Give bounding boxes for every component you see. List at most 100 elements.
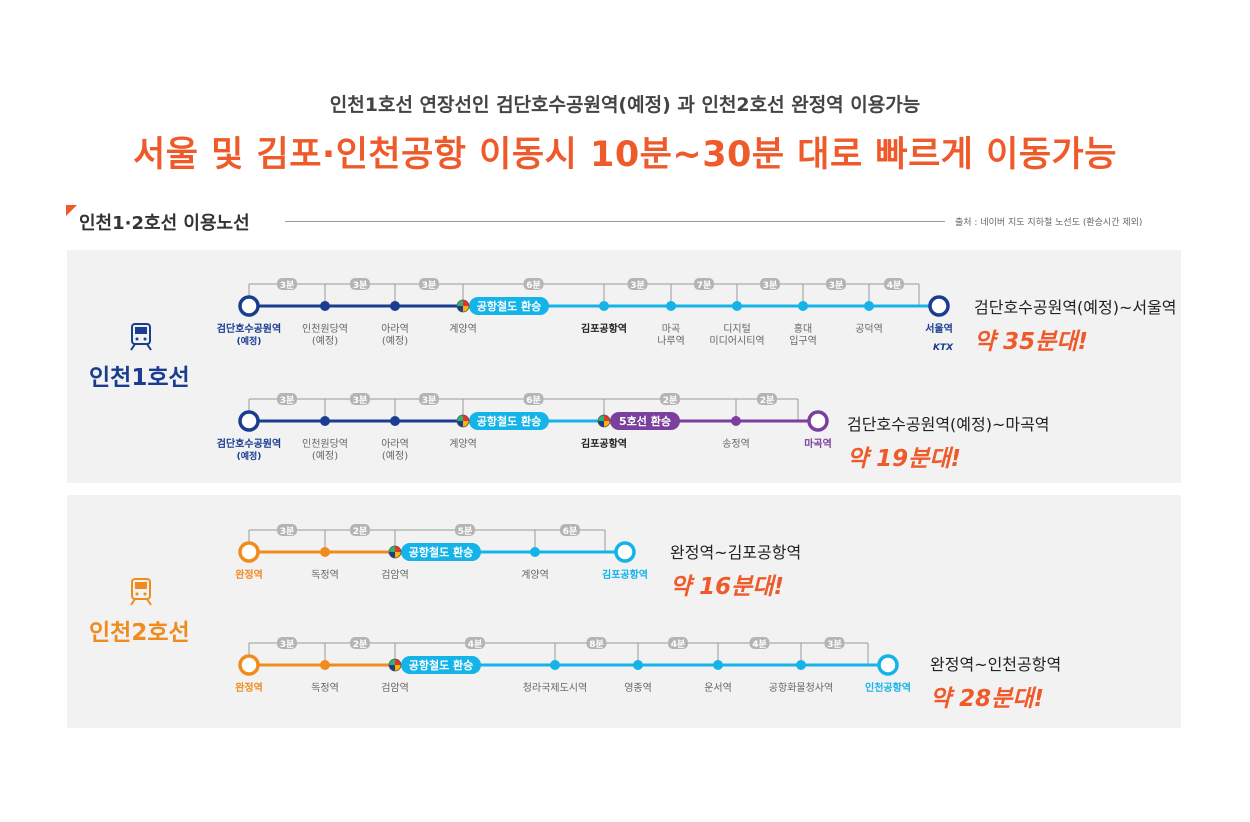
route-summary-text: 검단호수공원역(예정)~서울역	[974, 298, 1177, 317]
terminal-station-marker	[238, 654, 260, 676]
line2-name: 인천2호선	[89, 620, 190, 646]
transfer-station-marker	[395, 552, 401, 558]
station-marker	[599, 301, 609, 311]
station-label-line: 공항화물청사역	[769, 682, 833, 694]
time-pill	[523, 393, 544, 405]
station-label: 김포공항역	[602, 568, 648, 581]
train-icon-light	[135, 337, 139, 341]
time-pill	[350, 524, 370, 536]
station-label-line: 영종역	[624, 682, 652, 694]
transfer-label: 공항철도 환승	[409, 658, 474, 672]
station-label-line: 독정역	[311, 569, 339, 581]
time-pill	[586, 637, 607, 649]
segment-time: 3분	[280, 526, 295, 537]
segment-time: 2분	[353, 526, 368, 537]
station-label: 김포공항역	[581, 437, 627, 450]
transfer-label: 공항철도 환승	[409, 545, 474, 559]
transfer-station-marker	[389, 546, 395, 552]
station-label-line: 송정역	[722, 438, 750, 450]
route-summary-4: 완정역~인천공항역 약 28분대!	[930, 651, 1061, 713]
station-label-line: 홍대	[794, 322, 812, 335]
station-label-line: (예정)	[237, 335, 262, 347]
station-label-line: (예정)	[382, 335, 408, 347]
station-label-line: 아라역	[381, 323, 409, 335]
terminal-station-marker	[238, 541, 260, 563]
train-icon-window	[135, 327, 147, 334]
segment-time: 3분	[422, 395, 437, 406]
time-pill	[749, 637, 770, 649]
train-icon-leg	[130, 343, 136, 351]
section-corner-mark	[66, 205, 77, 216]
route-summary-text: 완정역~김포공항역	[670, 543, 802, 562]
station-label: 운서역	[704, 682, 732, 694]
transfer-pill	[469, 297, 549, 315]
segment-time: 7분	[697, 280, 712, 291]
source-note: 출처 : 네이버 지도 지하철 노선도 (환승시간 제외)	[955, 218, 1143, 228]
station-marker	[798, 301, 808, 311]
station-label-line: 인천원당역	[302, 323, 348, 335]
station-label-line: 공덕역	[855, 323, 883, 335]
time-pill	[277, 393, 297, 405]
station-label-line: 검단호수공원역	[217, 322, 281, 335]
transfer-pill	[401, 656, 481, 674]
time-pill	[277, 524, 297, 536]
station-label-line: (예정)	[312, 335, 338, 347]
station-marker	[550, 660, 560, 670]
train-icon	[130, 578, 152, 606]
time-pill	[350, 637, 370, 649]
transfer-station-marker	[598, 421, 604, 427]
station-marker	[796, 660, 806, 670]
station-marker	[713, 660, 723, 670]
route-summary-1: 검단호수공원역(예정)~서울역 약 35분대!	[974, 294, 1177, 356]
station-label: 인천원당역 (예정)	[302, 323, 348, 347]
segment-time: 6분	[526, 395, 541, 406]
transfer-pill	[401, 543, 481, 561]
station-marker	[320, 301, 330, 311]
line1-name: 인천1호선	[89, 365, 190, 391]
transfer-pill	[610, 412, 680, 430]
transfer-station-marker	[604, 421, 610, 427]
time-pill	[523, 278, 544, 290]
transfer-station-marker	[389, 665, 395, 671]
time-pill	[668, 637, 688, 649]
section-title: 인천1·2호선 이용노선	[79, 213, 250, 234]
time-pill	[826, 278, 846, 290]
time-pill	[465, 637, 485, 649]
transfer-station-marker	[457, 306, 463, 312]
transfer-station-marker	[457, 421, 463, 427]
time-pill	[884, 278, 904, 290]
station-label: 서울역	[925, 322, 953, 335]
section-divider	[285, 221, 945, 222]
station-label: 인천공항역	[865, 681, 911, 694]
segment-time: 3분	[280, 395, 295, 406]
station-label: 독정역	[311, 682, 339, 694]
time-pill	[760, 278, 780, 290]
transfer-station-marker	[457, 300, 463, 306]
train-icon	[130, 323, 152, 351]
segment-time: 4분	[752, 639, 767, 650]
station-label: 청라국제도시역	[523, 682, 587, 694]
station-label: 검암역	[381, 682, 409, 694]
station-label-line: 입구역	[789, 334, 817, 347]
segment-time: 3분	[280, 280, 295, 291]
station-label-line: 서울역	[925, 322, 953, 335]
station-label-line: 검암역	[381, 682, 409, 694]
station-label: 디지털 미디어시티역	[709, 323, 764, 347]
station-label: 검단호수공원역 (예정)	[217, 437, 281, 462]
transfer-label: 공항철도 환승	[477, 414, 542, 428]
station-label-line: (예정)	[237, 450, 262, 462]
transfer-label: 5호선 환승	[619, 414, 671, 428]
transfer-station-marker	[598, 415, 604, 421]
station-label: 영종역	[624, 682, 652, 694]
station-marker	[666, 301, 676, 311]
station-label: 검암역	[381, 569, 409, 581]
train-icon-leg	[130, 598, 136, 606]
train-icon-body	[131, 578, 151, 600]
station-label-line: 김포공항역	[581, 322, 627, 335]
train-icon-light	[143, 592, 147, 596]
station-label: 마곡역	[804, 437, 832, 450]
time-pill	[757, 393, 777, 405]
train-icon-light	[143, 337, 147, 341]
station-marker	[320, 416, 330, 426]
